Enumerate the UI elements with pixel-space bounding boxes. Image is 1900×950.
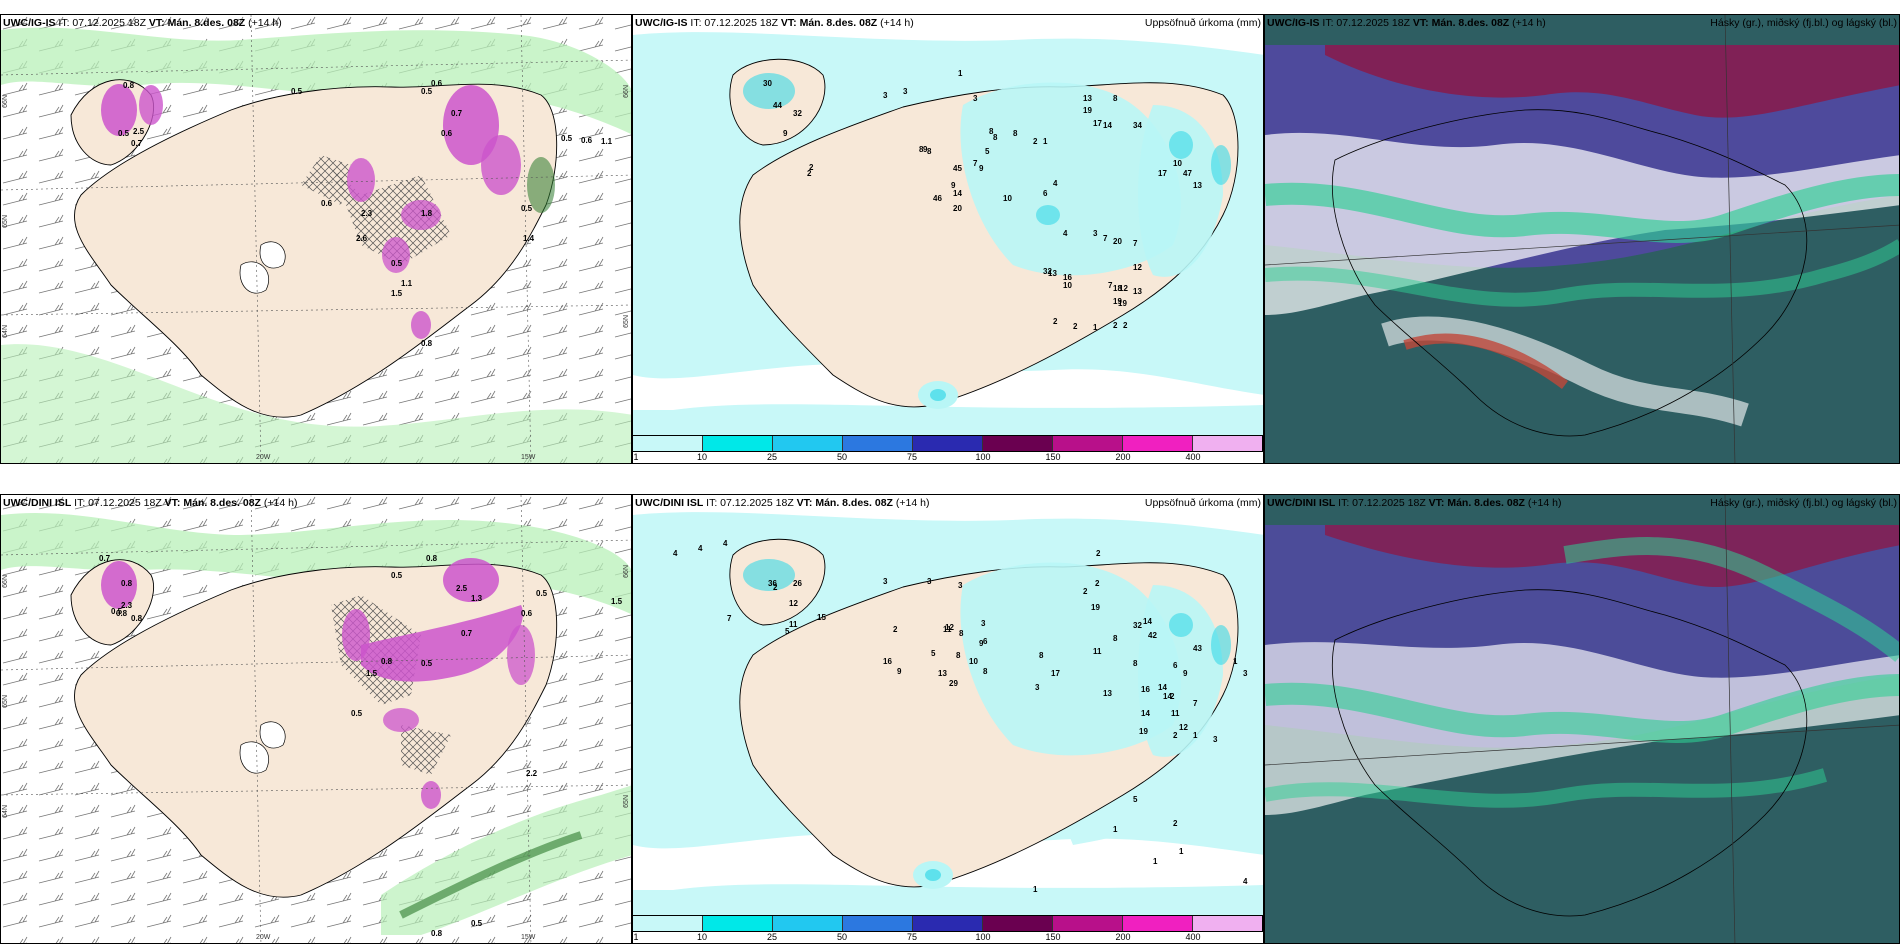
wind-precip-map-row2: UWC/DINI ISL IT: 07.12.2025 18Z VT: Mán.… bbox=[0, 494, 632, 944]
panel-title: UWC/IG-IS IT: 07.12.2025 18Z VT: Mán. 8.… bbox=[3, 17, 282, 29]
lat-label: 66N bbox=[2, 95, 9, 108]
cloud-map-row1: UWC/IG-IS IT: 07.12.2025 18Z VT: Mán. 8.… bbox=[1264, 14, 1900, 464]
panel-title: UWC/IG-IS IT: 07.12.2025 18Z VT: Mán. 8.… bbox=[635, 17, 914, 29]
legend-swatch bbox=[843, 436, 913, 451]
legend-swatch bbox=[703, 916, 773, 931]
legend-tick: 10 bbox=[696, 932, 708, 942]
lon-label: 20W bbox=[256, 934, 271, 941]
legend-tick: 10 bbox=[696, 452, 708, 462]
legend-tick: 50 bbox=[836, 932, 848, 942]
legend-swatch bbox=[633, 436, 703, 451]
map-graphic-wind-precip-row2 bbox=[1, 495, 631, 943]
legend-swatch bbox=[773, 436, 843, 451]
legend-swatch bbox=[983, 916, 1053, 931]
map-graphic-cloud-row2 bbox=[1265, 495, 1899, 943]
legend-swatch bbox=[1053, 436, 1123, 451]
legend-tick: 200 bbox=[1115, 452, 1131, 462]
legend-tick: 150 bbox=[1045, 452, 1061, 462]
lon-label: 15W bbox=[521, 934, 536, 941]
panel-title: UWC/DINI ISL IT: 07.12.2025 18Z VT: Mán.… bbox=[635, 497, 930, 509]
panel-title: UWC/DINI ISL IT: 07.12.2025 18Z VT: Mán.… bbox=[1267, 497, 1562, 509]
legend-ticks-row1: 1 10 25 50 75 100 150 200 400 bbox=[632, 452, 1263, 462]
panel-title: UWC/IG-IS IT: 07.12.2025 18Z VT: Mán. 8.… bbox=[1267, 17, 1546, 29]
legend-swatch bbox=[913, 916, 983, 931]
precip-map-row1: UWC/IG-IS IT: 07.12.2025 18Z VT: Mán. 8.… bbox=[632, 14, 1264, 464]
lat-label: 64N bbox=[2, 325, 9, 338]
lon-label: 15W bbox=[521, 454, 536, 461]
lat-label-right: 66N bbox=[623, 565, 630, 578]
legend-tick: 400 bbox=[1185, 452, 1201, 462]
legend-tick: 150 bbox=[1045, 932, 1061, 942]
legend-tick: 400 bbox=[1185, 932, 1201, 942]
lon-label: 20W bbox=[256, 454, 271, 461]
lat-label-right: 65N bbox=[623, 315, 630, 328]
lat-label-right: 65N bbox=[623, 795, 630, 808]
lat-label: 64N bbox=[2, 805, 9, 818]
legend-swatch bbox=[1193, 916, 1262, 931]
cloud-map-row2: UWC/DINI ISL IT: 07.12.2025 18Z VT: Mán.… bbox=[1264, 494, 1900, 944]
legend-swatch bbox=[633, 916, 703, 931]
legend-tick: 25 bbox=[766, 932, 778, 942]
legend-tick: 1 bbox=[633, 452, 639, 462]
cloud-title: Hásky (gr.), miðský (fj.bl.) og lágský (… bbox=[1710, 17, 1897, 29]
legend-tick: 1 bbox=[633, 932, 639, 942]
legend-tick: 75 bbox=[906, 932, 918, 942]
legend-swatch bbox=[913, 436, 983, 451]
legend-tick: 25 bbox=[766, 452, 778, 462]
legend-tick: 200 bbox=[1115, 932, 1131, 942]
legend-swatch bbox=[1193, 436, 1262, 451]
precip-title: Uppsöfnuð úrkoma (mm) bbox=[1144, 497, 1261, 509]
lat-label-right: 66N bbox=[623, 85, 630, 98]
precip-legend-row2 bbox=[632, 915, 1263, 932]
wind-precip-map-row1: UWC/IG-IS IT: 07.12.2025 18Z VT: Mán. 8.… bbox=[0, 14, 632, 464]
map-graphic-wind-precip-row1 bbox=[1, 15, 631, 463]
precip-legend-row1 bbox=[632, 435, 1263, 452]
map-graphic-cloud-row1 bbox=[1265, 15, 1899, 463]
legend-tick: 50 bbox=[836, 452, 848, 462]
precip-map-row2: UWC/DINI ISL IT: 07.12.2025 18Z VT: Mán.… bbox=[632, 494, 1264, 944]
map-graphic-precip-row1 bbox=[633, 32, 1263, 435]
legend-swatch bbox=[1123, 436, 1193, 451]
legend-tick: 75 bbox=[906, 452, 918, 462]
map-graphic-precip-row2 bbox=[633, 512, 1263, 915]
legend-tick: 100 bbox=[975, 452, 991, 462]
legend-swatch bbox=[983, 436, 1053, 451]
lat-label: 66N bbox=[2, 575, 9, 588]
cloud-title: Hásky (gr.), miðský (fj.bl.) og lágský (… bbox=[1710, 497, 1897, 509]
legend-tick: 100 bbox=[975, 932, 991, 942]
legend-ticks-row2: 1 10 25 50 75 100 150 200 400 bbox=[632, 932, 1263, 942]
panel-title: UWC/DINI ISL IT: 07.12.2025 18Z VT: Mán.… bbox=[3, 497, 298, 509]
lat-label: 65N bbox=[2, 215, 9, 228]
lat-label: 65N bbox=[2, 695, 9, 708]
precip-title: Uppsöfnuð úrkoma (mm) bbox=[1144, 17, 1261, 29]
legend-swatch bbox=[1123, 916, 1193, 931]
legend-swatch bbox=[703, 436, 773, 451]
legend-swatch bbox=[773, 916, 843, 931]
legend-swatch bbox=[1053, 916, 1123, 931]
legend-swatch bbox=[843, 916, 913, 931]
